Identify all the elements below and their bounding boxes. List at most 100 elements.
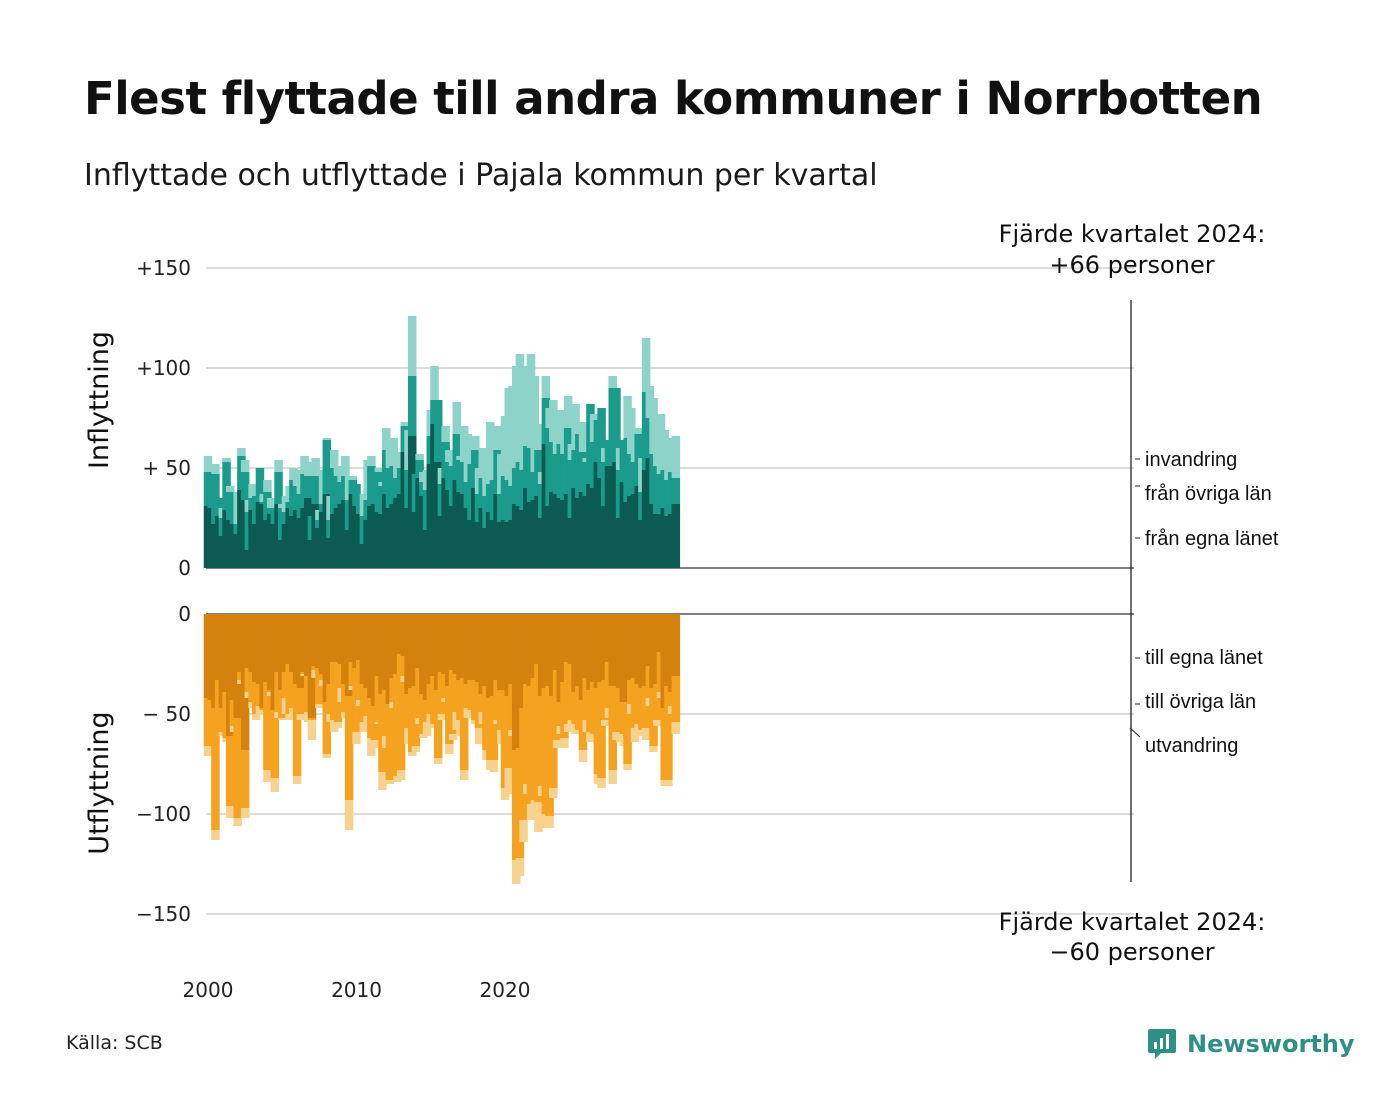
bar-in-s2-q2: [211, 464, 220, 474]
bar-ut-s1-q8: [233, 718, 242, 818]
bar-in-s2-q32: [322, 438, 332, 440]
annotation-top-line1: Fjärde kvartalet 2024:: [999, 220, 1266, 248]
series-label-utvandring: utvandring: [1145, 735, 1238, 757]
bar-in-s1-q40: [352, 484, 361, 506]
bar-in-s2-q118: [641, 338, 651, 392]
bar-in-s1-q27: [304, 476, 313, 498]
bar-ut-s2-q52: [396, 770, 406, 780]
chart-subtitle: Inflyttade och utflyttade i Pajala kommu…: [84, 158, 878, 193]
annotation-bottom-line1: Fjärde kvartalet 2024:: [999, 908, 1266, 936]
bar-in-s2-q64: [441, 426, 450, 442]
bar-ut-s2-q69: [459, 770, 469, 780]
bar-ut-s2-q109: [608, 770, 617, 784]
bar-ut-s2-q56: [411, 746, 421, 752]
bar-ut-s1-q38: [344, 696, 354, 800]
y-tick-label-ut--50: − 50: [142, 702, 191, 726]
bar-ut-s2-q77: [489, 760, 499, 772]
bar-ut-s1-q113: [623, 702, 632, 764]
bar-in-s2-q34: [329, 450, 339, 468]
bar-in-s2-q126: [671, 436, 681, 478]
bar-ut-s2-q120: [649, 746, 658, 752]
bar-ut-s1-q77: [489, 696, 499, 760]
bar-ut-s2-q92: [545, 816, 554, 828]
bar-ut-s2-q106: [597, 778, 606, 788]
bar-ut-s2-q25: [296, 714, 306, 720]
bar-ut-s2-q38: [344, 800, 354, 830]
bar-in-s2-q6: [226, 486, 235, 492]
bar-ut-s0-q126: [671, 614, 681, 676]
series-label-leader-utvandring: [1129, 727, 1141, 738]
bar-ut-s2-q10: [240, 808, 250, 818]
bar-in-s2-q53: [400, 422, 410, 426]
bar-ut-s2-q40: [352, 732, 361, 744]
bar-in-s0-q126: [671, 504, 681, 568]
bar-in-s2-q10: [240, 460, 250, 472]
bar-ut-s1-q25: [296, 688, 306, 714]
bar-in-s2-q55: [407, 316, 417, 376]
bar-ut-s1-q28: [307, 718, 317, 720]
bar-ut-s2-q94: [552, 740, 562, 748]
bar-in-s2-q99: [571, 404, 580, 450]
bar-ut-s2-q47: [378, 772, 387, 790]
y-axis-label-utflyttning: Utflyttning: [84, 711, 115, 854]
bar-in-s2-q101: [578, 422, 588, 452]
bar-ut-s2-q49: [385, 780, 395, 784]
bar-ut-s2-q85: [519, 820, 528, 842]
bar-ut-s1-q49: [385, 704, 395, 780]
bar-in-s2-q27: [304, 462, 313, 476]
bar-in-s1-q14: [255, 468, 265, 502]
bar-in-s1-q3: [214, 498, 224, 516]
bar-ut-s1-q52: [396, 654, 406, 770]
bar-ut-s1-q124: [664, 686, 673, 780]
bar-ut-s2-q115: [630, 728, 640, 742]
bar-in-s2-q48: [381, 428, 391, 450]
bar-in-s2-q91: [541, 376, 551, 398]
bar-ut-s2-q63: [437, 714, 447, 720]
bar-in-s1-q19: [274, 472, 283, 504]
bar-ut-s2-q84: [515, 858, 525, 876]
bar-in-s2-q65: [445, 450, 454, 462]
series-label-till-ovriga-lan: till övriga län: [1145, 691, 1256, 713]
bar-ut-s2-q6: [226, 806, 235, 818]
bar-ut-s2-q126: [671, 722, 681, 734]
bar-in-s1-q110: [612, 388, 621, 462]
bar-ut-s2-q0: [203, 746, 213, 756]
bar-in-s1-q57: [415, 460, 424, 478]
bar-ut-s1-q32: [322, 702, 332, 754]
bar-in-s2-q67: [452, 402, 462, 434]
bar-in-s1-q62: [433, 400, 443, 462]
newsworthy-logo-icon: [1148, 1029, 1176, 1059]
bar-ut-s2-q35: [333, 722, 343, 728]
bar-in-s1-q10: [240, 472, 250, 500]
bar-ut-s2-q107: [601, 720, 610, 726]
bar-ut-s2-q30: [315, 704, 324, 708]
bar-ut-s2-q87: [526, 804, 536, 820]
bar-in-s2-q9: [237, 448, 246, 456]
series-label-fran-egna-lanet: från egna länet: [1145, 528, 1279, 550]
bar-in-s1-q126: [671, 478, 681, 504]
series-label-fran-ovriga-lan: från övriga län: [1145, 483, 1272, 505]
bar-ut-s2-q20: [278, 718, 287, 720]
x-tick-label-2020: 2020: [480, 978, 531, 1002]
bar-in-s2-q89: [534, 424, 543, 450]
bar-ut-s2-q73: [474, 728, 484, 744]
bar-ut-s2-q124: [664, 780, 673, 786]
y-tick-label-in-150: +150: [136, 256, 191, 280]
y-tick-label-in-0: 0: [178, 556, 191, 580]
bar-ut-s2-q13: [252, 714, 261, 720]
bar-ut-s2-q18: [270, 778, 280, 792]
bar-ut-s2-q16: [263, 770, 272, 782]
bar-ut-s1-q126: [671, 676, 681, 722]
bar-ut-s1-q69: [459, 678, 469, 770]
bar-ut-s1-q106: [597, 682, 606, 778]
bar-ut-s2-q121: [653, 720, 662, 726]
bar-in-s2-q97: [563, 396, 573, 428]
bar-ut-s2-q65: [445, 744, 454, 754]
y-tick-label-ut-0: 0: [178, 602, 191, 626]
bar-in-s1-q55: [407, 376, 417, 436]
bar-ut-s2-q96: [560, 738, 569, 748]
bar-in-s2-q29: [311, 458, 320, 476]
y-tick-label-in-50: + 50: [142, 456, 191, 480]
bar-in-s2-q5: [222, 458, 231, 462]
bar-in-s2-q61: [430, 366, 439, 400]
